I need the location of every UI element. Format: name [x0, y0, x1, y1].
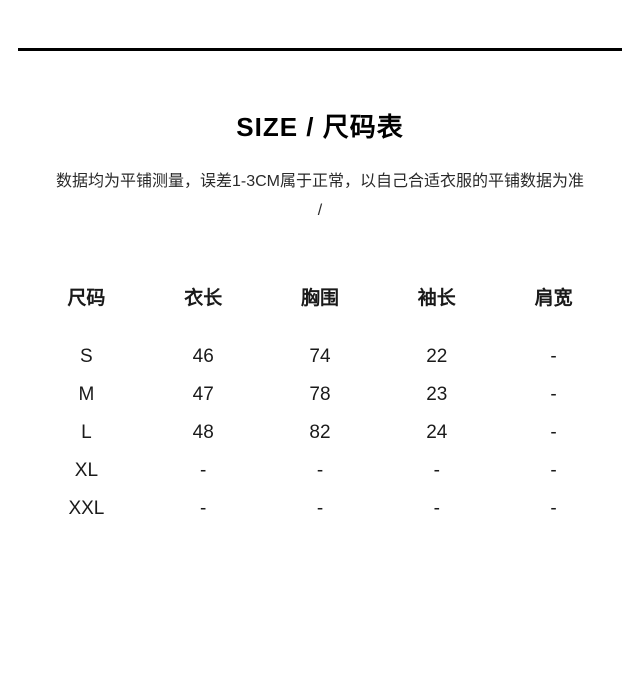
size-chart-page: SIZE / 尺码表 数据均为平铺测量，误差1-3CM属于正常，以自己合适衣服的…	[0, 48, 640, 688]
size-table: 尺码 衣长 胸围 袖长 肩宽 S 46 74 22 - M 47	[28, 282, 612, 528]
cell-sleeve: 23	[378, 376, 495, 414]
table-row: L 48 82 24 -	[28, 414, 612, 452]
subtitle-block: 数据均为平铺测量，误差1-3CM属于正常，以自己合适衣服的平铺数据为准 /	[0, 168, 640, 226]
table-row: XL - - - -	[28, 452, 612, 490]
cell-length: 46	[145, 338, 262, 376]
cell-length: 47	[145, 376, 262, 414]
subtitle-line2: /	[30, 197, 610, 226]
cell-size: L	[28, 414, 145, 452]
cell-size: XXL	[28, 490, 145, 528]
cell-sleeve: 24	[378, 414, 495, 452]
cell-length: -	[145, 490, 262, 528]
cell-shoulder: -	[495, 376, 612, 414]
cell-bust: 78	[262, 376, 379, 414]
table-row: S 46 74 22 -	[28, 338, 612, 376]
cell-shoulder: -	[495, 338, 612, 376]
table-row: M 47 78 23 -	[28, 376, 612, 414]
cell-bust: 82	[262, 414, 379, 452]
table-header-row: 尺码 衣长 胸围 袖长 肩宽	[28, 282, 612, 338]
cell-bust: -	[262, 490, 379, 528]
size-table-wrap: 尺码 衣长 胸围 袖长 肩宽 S 46 74 22 - M 47	[0, 282, 640, 528]
cell-bust: -	[262, 452, 379, 490]
col-shoulder: 肩宽	[495, 282, 612, 338]
col-sleeve: 袖长	[378, 282, 495, 338]
cell-shoulder: -	[495, 452, 612, 490]
top-divider	[18, 48, 622, 51]
cell-shoulder: -	[495, 414, 612, 452]
cell-length: 48	[145, 414, 262, 452]
cell-bust: 74	[262, 338, 379, 376]
cell-length: -	[145, 452, 262, 490]
cell-size: S	[28, 338, 145, 376]
col-size: 尺码	[28, 282, 145, 338]
cell-sleeve: -	[378, 452, 495, 490]
subtitle-line1: 数据均为平铺测量，误差1-3CM属于正常，以自己合适衣服的平铺数据为准	[30, 168, 610, 197]
col-bust: 胸围	[262, 282, 379, 338]
cell-size: XL	[28, 452, 145, 490]
cell-size: M	[28, 376, 145, 414]
page-title: SIZE / 尺码表	[0, 107, 640, 144]
cell-sleeve: 22	[378, 338, 495, 376]
cell-sleeve: -	[378, 490, 495, 528]
col-length: 衣长	[145, 282, 262, 338]
cell-shoulder: -	[495, 490, 612, 528]
table-row: XXL - - - -	[28, 490, 612, 528]
